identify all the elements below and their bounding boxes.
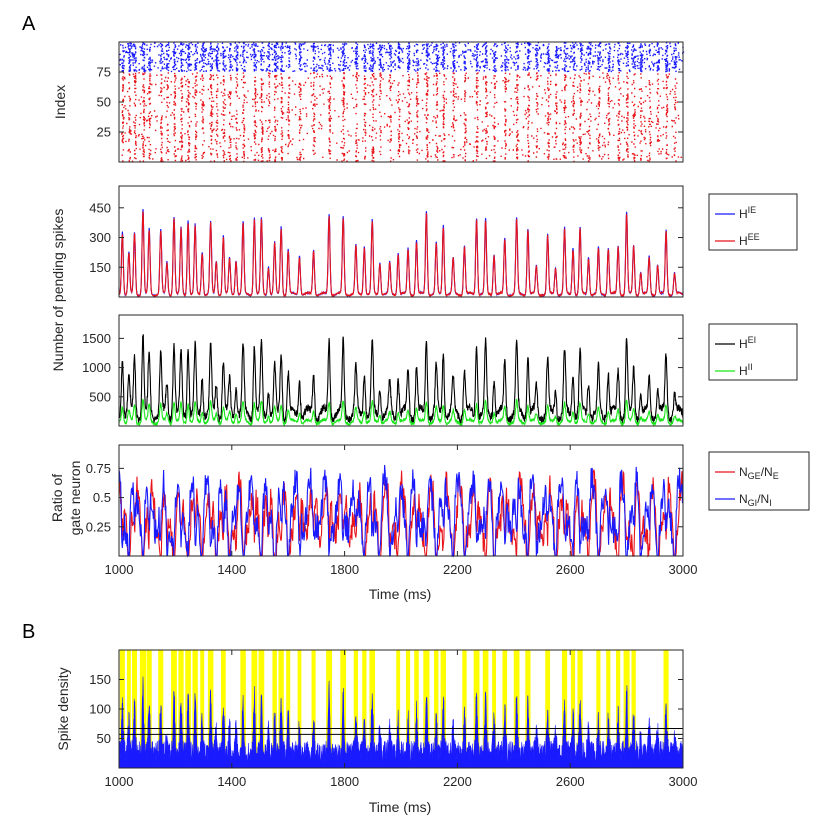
- x-tick-label: 2600: [556, 562, 585, 577]
- y-tick-label: 100: [89, 702, 111, 717]
- pending-excitatory-plot: 150 300 450: [89, 185, 684, 298]
- y-tick-label: 300: [89, 230, 111, 245]
- legend-label: HII: [739, 362, 753, 378]
- x-tick-label: 1800: [330, 774, 359, 789]
- y-tick-label: 0.75: [86, 461, 111, 476]
- y-tick-label: 150: [89, 260, 111, 275]
- highlight-band: [545, 650, 551, 768]
- x-tick-label: 1400: [217, 774, 246, 789]
- highlight-band: [286, 650, 291, 768]
- highlight-band: [631, 650, 636, 768]
- legend-label: NGE/NE: [739, 465, 779, 481]
- x-tick-label: 3000: [669, 774, 698, 789]
- highlight-band: [297, 650, 302, 768]
- spike-density-plot: 50 100 150 1000 1400 1800 2200 2600 3000: [89, 649, 698, 789]
- x-tick-label: 1000: [105, 774, 134, 789]
- x-tick-label: 2200: [443, 562, 472, 577]
- legend-label: HEE: [739, 232, 760, 248]
- y-tick-label: 75: [97, 65, 111, 80]
- density-xlabel: Time (ms): [369, 799, 431, 815]
- ratio-xlabel: Time (ms): [369, 586, 431, 602]
- highlight-band: [200, 650, 205, 768]
- y-tick-label: 50: [97, 731, 111, 746]
- inhibitory-spikes: [119, 42, 685, 73]
- plot-frame: [118, 444, 684, 557]
- density-bars: [118, 676, 684, 769]
- legend-label: HIE: [739, 205, 756, 221]
- plot-frame: [118, 314, 684, 427]
- series-line-ei: [118, 334, 684, 426]
- highlight-band: [272, 650, 277, 768]
- y-tick-label: 450: [89, 200, 111, 215]
- x-tick-label: 3000: [669, 562, 698, 577]
- excitatory-spikes: [121, 72, 682, 163]
- legend-pending-inhibitory: HEI HII: [708, 323, 798, 381]
- legend-label: NGI/NI: [739, 492, 772, 508]
- pending-inhibitory-plot: 500 1000 1500: [82, 314, 684, 427]
- highlight-band: [492, 650, 496, 768]
- series-line-ee: [118, 211, 684, 298]
- highlight-band: [353, 650, 358, 768]
- pending-ylabel: Number of pending spikes: [50, 209, 66, 372]
- y-tick-label: 500: [89, 389, 111, 404]
- x-tick-label: 2600: [556, 774, 585, 789]
- plot-frame: [118, 185, 684, 298]
- gate-ratio-plot: 0.25 0.5 0.75 1000 1400 1800 2200 2600 3000: [86, 444, 698, 577]
- panel-label-a: A: [22, 13, 36, 35]
- ratio-ylabel-line1: Ratio of: [49, 474, 65, 522]
- legend-box: [708, 451, 810, 511]
- series-line-ii: [118, 398, 684, 427]
- raster-ylabel: Index: [52, 85, 68, 119]
- legend-pending-excitatory: HIE HEE: [708, 193, 798, 251]
- y-tick-label: 1000: [82, 360, 111, 375]
- y-tick-label: 50: [97, 95, 111, 110]
- y-tick-label: 0.5: [93, 490, 111, 505]
- highlight-band: [126, 650, 131, 768]
- density-ylabel: Spike density: [55, 667, 71, 750]
- y-tick-label: 0.25: [86, 519, 111, 534]
- x-tick-label: 2200: [443, 774, 472, 789]
- highlight-band: [596, 650, 601, 768]
- highlight-band: [362, 650, 367, 768]
- highlight-band: [311, 650, 316, 768]
- highlight-band: [396, 650, 401, 768]
- legend-label: HEI: [739, 335, 756, 351]
- raster-plot: 25 50 75: [97, 41, 685, 163]
- series-line-ngi-ni: [118, 464, 684, 558]
- highlight-band: [606, 650, 611, 768]
- y-tick-label: 25: [97, 125, 111, 140]
- series-line-nge-ne: [118, 468, 684, 558]
- x-tick-label: 1000: [105, 562, 134, 577]
- panel-label-b: B: [22, 621, 35, 643]
- x-tick-label: 1800: [330, 562, 359, 577]
- legend-gate-ratio: NGE/NE NGI/NI: [708, 451, 810, 511]
- y-tick-label: 1500: [82, 331, 111, 346]
- highlight-band: [434, 650, 439, 768]
- ratio-ylabel-line2: gate neuron: [67, 461, 83, 536]
- y-tick-label: 150: [89, 672, 111, 687]
- x-tick-label: 1400: [217, 562, 246, 577]
- highlight-band: [406, 650, 411, 768]
